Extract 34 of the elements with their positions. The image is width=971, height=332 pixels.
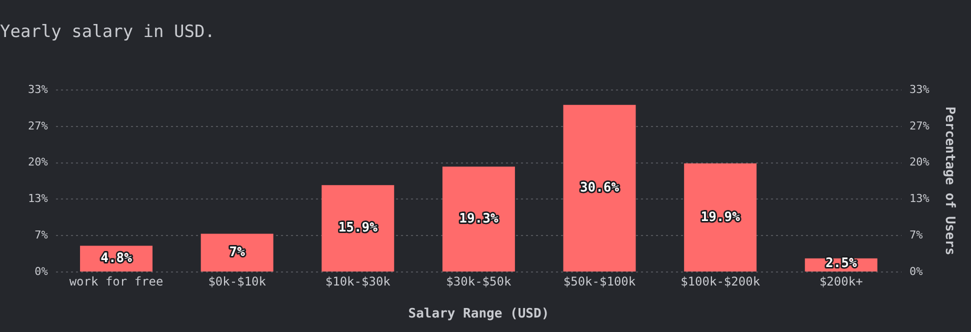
y2-tick-label: 33% [910, 82, 930, 96]
data-label: 4.8% [100, 251, 132, 266]
y2-tick-label: 7% [910, 228, 924, 242]
data-label: 7% [229, 245, 246, 260]
bar [200, 234, 274, 272]
x-tick-label: $0k-$10k [208, 274, 267, 288]
y2-axis-title: Percentage of Users [942, 106, 957, 256]
bar [563, 104, 636, 272]
bar [684, 163, 757, 272]
data-label: 19.9% [700, 210, 740, 225]
x-tick-label: $30k-$50k [446, 274, 512, 288]
y2-tick-label: 13% [910, 192, 930, 206]
x-tick-label: work for free [69, 274, 164, 288]
y-tick-label: 20% [28, 156, 48, 169]
bar [442, 166, 515, 272]
bar [322, 185, 394, 272]
x-tick-label: $50k-$100k [563, 274, 636, 288]
y-tick-label: 0% [34, 264, 48, 278]
x-tick-label: $10k-$30k [325, 274, 392, 288]
chart-title: Yearly salary in USD. [0, 22, 215, 42]
y2-tick-label: 27% [910, 119, 930, 132]
y-tick-label: 13% [28, 192, 48, 206]
data-label: 30.6% [580, 180, 620, 196]
x-axis-title: Salary Range (USD) [408, 306, 550, 322]
data-label: 19.3% [459, 211, 498, 226]
x-tick-label: $200k+ [819, 274, 863, 288]
y-tick-label: 7% [34, 228, 48, 242]
y-tick-label: 27% [28, 119, 48, 132]
y2-tick-label: 20% [910, 156, 930, 169]
data-label: 15.9% [338, 220, 378, 236]
y-tick-label: 33% [28, 82, 48, 96]
data-label: 2.5% [825, 256, 857, 271]
x-tick-label: $100k-$200k [680, 274, 761, 288]
y2-tick-label: 0% [910, 264, 924, 278]
